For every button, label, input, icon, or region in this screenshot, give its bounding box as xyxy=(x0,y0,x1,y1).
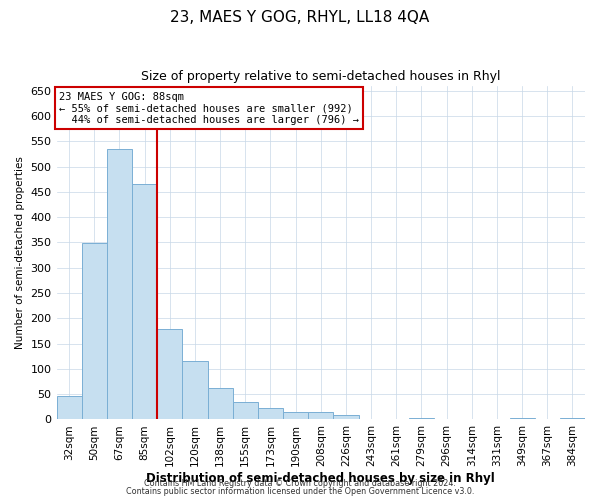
Bar xyxy=(560,418,585,420)
Bar xyxy=(182,362,208,420)
Bar xyxy=(233,402,258,419)
Bar xyxy=(157,330,182,420)
Bar xyxy=(283,412,308,420)
Bar xyxy=(409,418,434,420)
Text: 23 MAES Y GOG: 88sqm
← 55% of semi-detached houses are smaller (992)
  44% of se: 23 MAES Y GOG: 88sqm ← 55% of semi-detac… xyxy=(59,92,359,125)
Bar xyxy=(258,408,283,420)
Bar xyxy=(82,244,107,420)
Text: Contains HM Land Registry data © Crown copyright and database right 2024.: Contains HM Land Registry data © Crown c… xyxy=(144,478,456,488)
Y-axis label: Number of semi-detached properties: Number of semi-detached properties xyxy=(15,156,25,349)
Title: Size of property relative to semi-detached houses in Rhyl: Size of property relative to semi-detach… xyxy=(141,70,500,83)
Text: Contains public sector information licensed under the Open Government Licence v3: Contains public sector information licen… xyxy=(126,487,474,496)
Bar xyxy=(107,149,132,419)
Bar xyxy=(509,418,535,420)
X-axis label: Distribution of semi-detached houses by size in Rhyl: Distribution of semi-detached houses by … xyxy=(146,472,495,485)
Bar xyxy=(308,412,334,420)
Bar xyxy=(132,184,157,420)
Bar xyxy=(208,388,233,420)
Text: 23, MAES Y GOG, RHYL, LL18 4QA: 23, MAES Y GOG, RHYL, LL18 4QA xyxy=(170,10,430,25)
Bar xyxy=(334,416,359,420)
Bar xyxy=(56,396,82,419)
